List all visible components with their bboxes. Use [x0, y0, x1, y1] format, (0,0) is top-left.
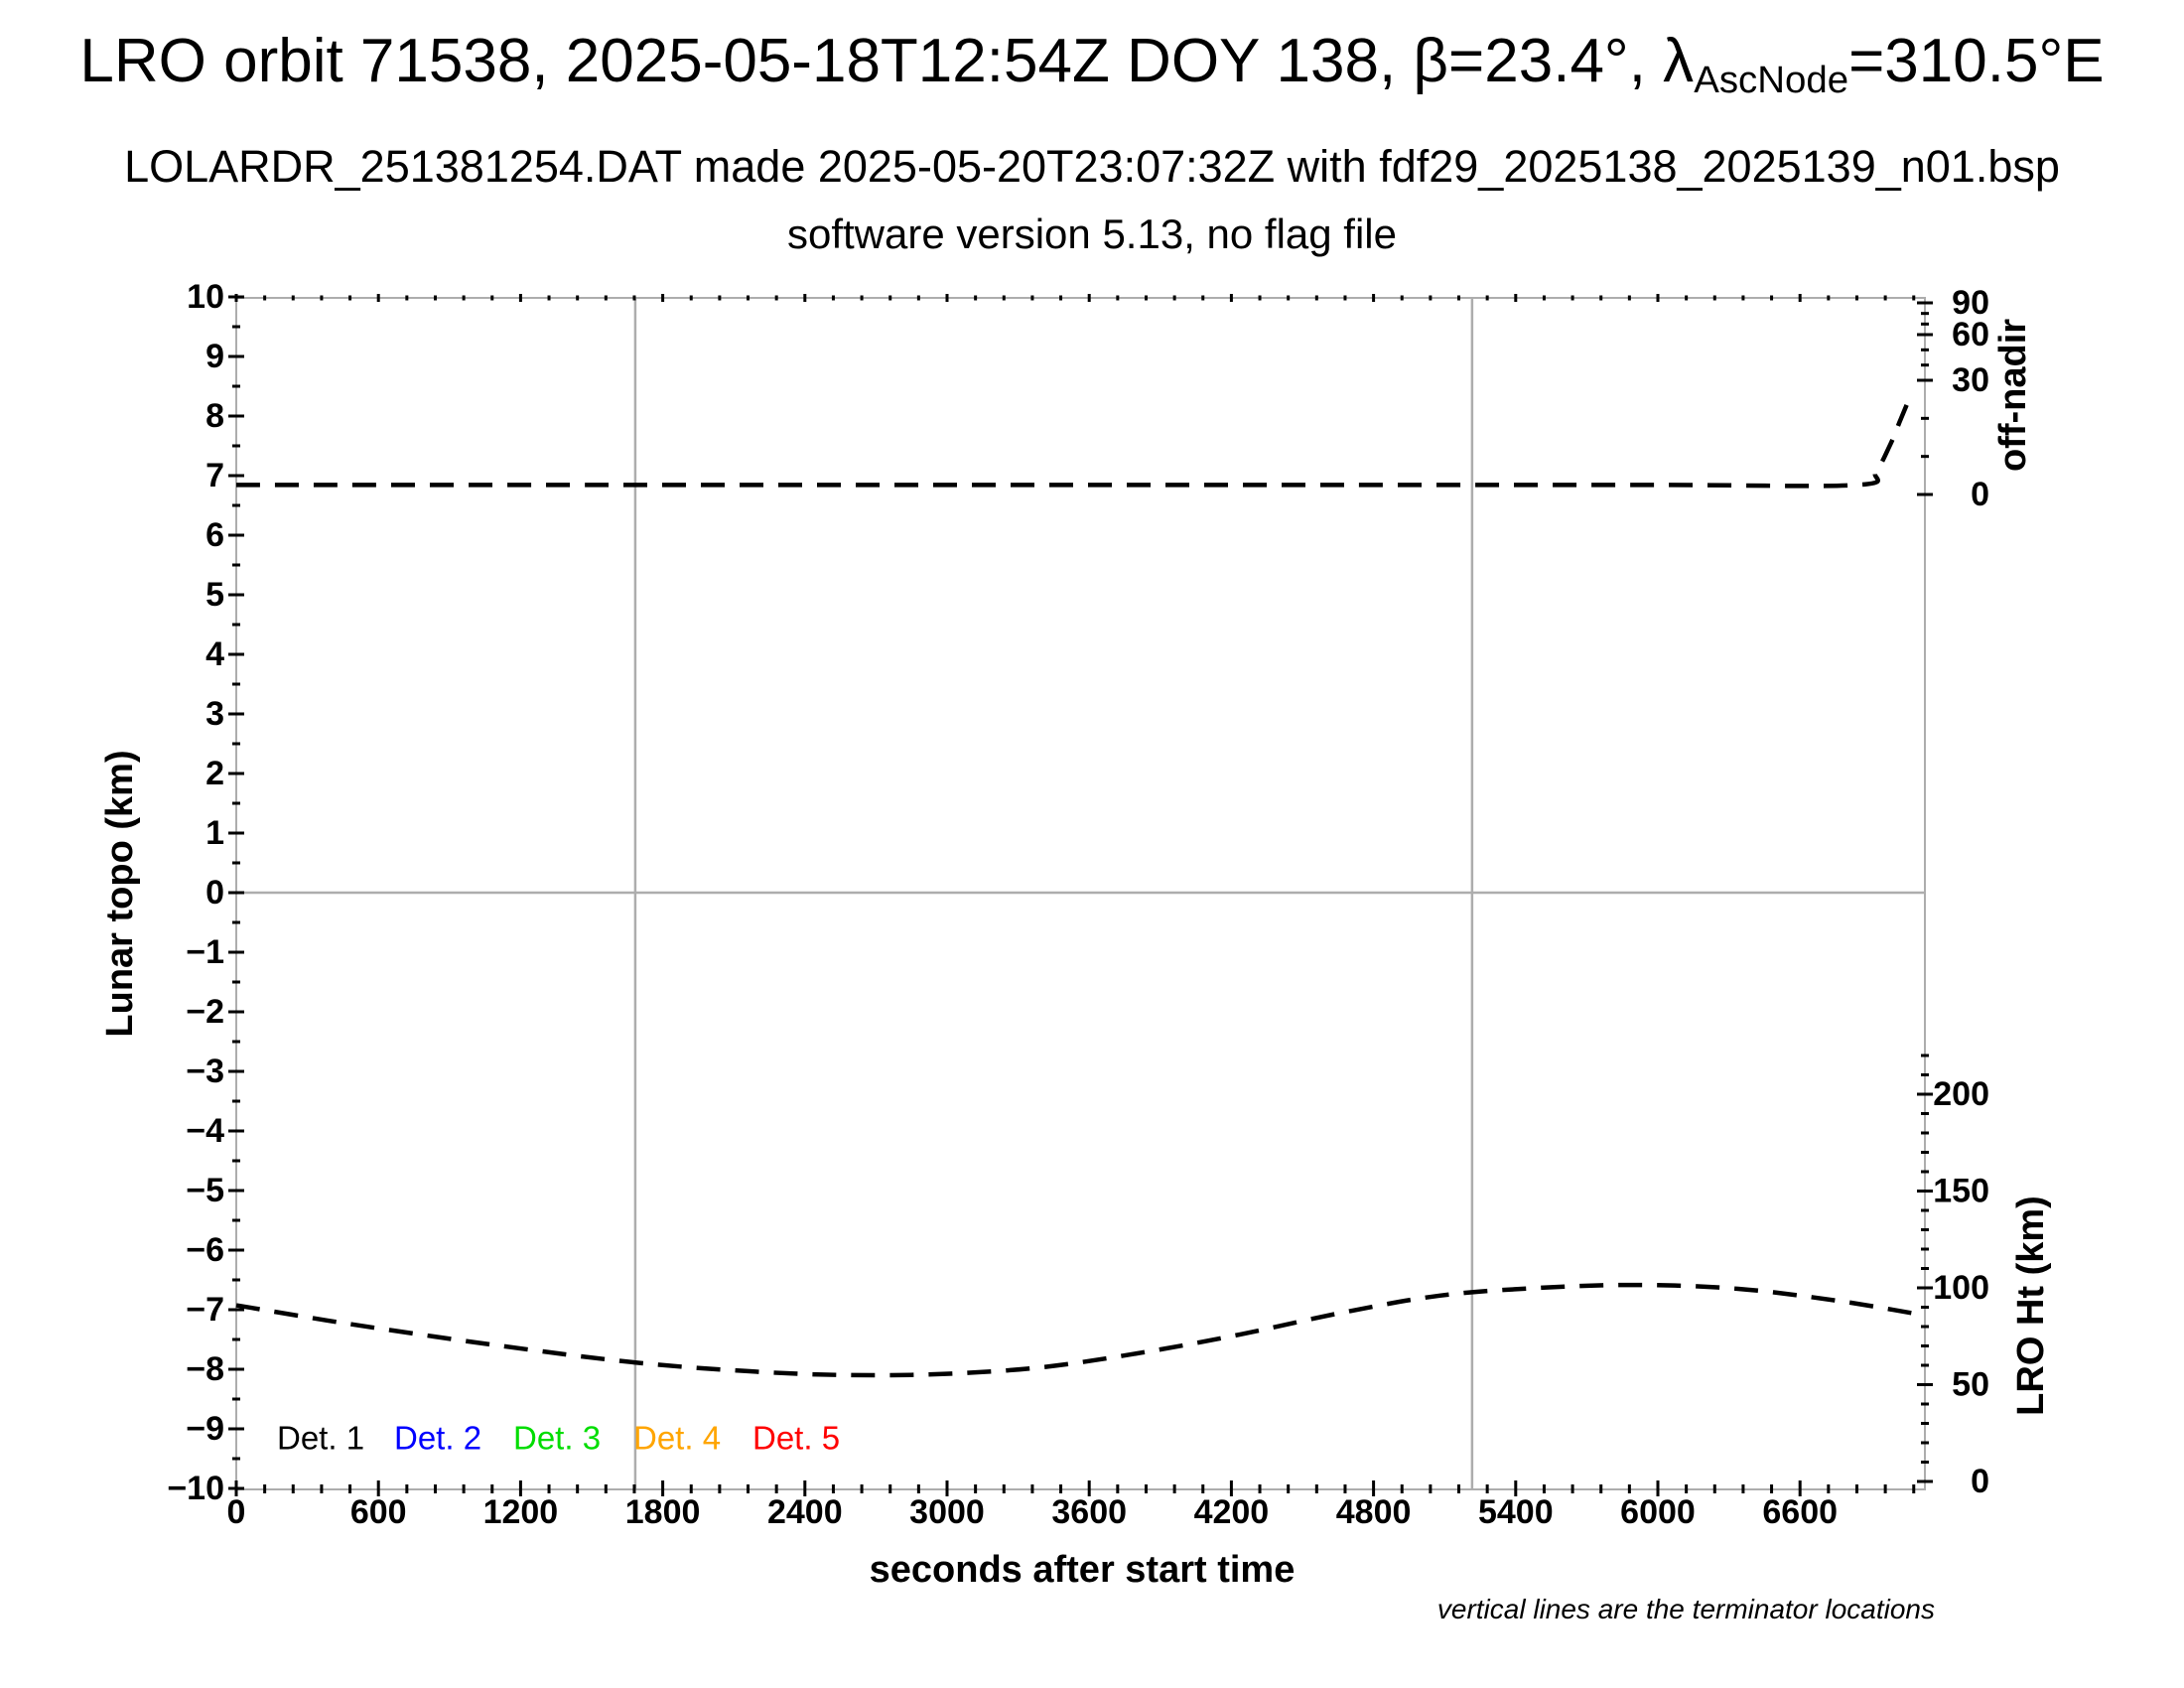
tick-label: −4 [186, 1112, 224, 1150]
legend-item-det-4: Det. 4 [633, 1420, 721, 1457]
tick-label: −7 [186, 1291, 224, 1329]
tick-label: 600 [350, 1493, 407, 1531]
tick-label: −5 [186, 1172, 224, 1209]
tick-label: 5400 [1478, 1493, 1554, 1531]
tick-label: 6 [205, 516, 224, 554]
tick-labels-group: 0 600 1200 1800 2400 3000 3600 4200 4800 5400 6000… [167, 278, 1989, 1531]
tick-label: 3000 [909, 1493, 985, 1531]
tick-label: 2400 [767, 1493, 843, 1531]
tick-label: 1800 [625, 1493, 701, 1531]
gridlines-group [236, 298, 1925, 1489]
legend-item-det-2: Det. 2 [394, 1420, 481, 1457]
tick-label: 1200 [483, 1493, 559, 1531]
tick-label: 60 [1952, 316, 1989, 353]
terminator-footnote: vertical lines are the terminator locati… [1437, 1594, 1935, 1624]
tick-label: 30 [1952, 361, 1989, 399]
tick-label: −6 [186, 1231, 224, 1269]
tick-label: 8 [205, 397, 224, 435]
subtitle-file-info: LOLARDR_251381254.DAT made 2025-05-20T23… [124, 141, 2060, 192]
tick-label: 9 [205, 338, 224, 375]
tick-label: 7 [205, 457, 224, 494]
y-right-bottom-axis-title: LRO Ht (km) [2010, 1196, 2052, 1416]
axis-ticks-group [228, 294, 1933, 1496]
tick-label: 90 [1952, 284, 1989, 322]
tick-label: 100 [1933, 1269, 1989, 1307]
tick-label: 0 [1971, 476, 1989, 513]
page-title: LRO orbit 71538, 2025-05-18T12:54Z DOY 1… [0, 26, 2184, 102]
tick-label: −9 [186, 1410, 224, 1448]
tick-label: 0 [205, 874, 224, 912]
tick-label: 10 [187, 278, 224, 316]
tick-label: 3600 [1051, 1493, 1127, 1531]
subtitle-software-version: software version 5.13, no flag file [786, 211, 1397, 257]
tick-label: −2 [186, 993, 224, 1031]
tick-label: 0 [227, 1493, 246, 1531]
legend-item-det-3: Det. 3 [513, 1420, 601, 1457]
title-main-post: =310.5°E [1848, 27, 2105, 95]
y-left-axis-title: Lunar topo (km) [99, 750, 141, 1037]
tick-label: 200 [1933, 1075, 1989, 1113]
lro-height-curve [235, 1282, 1912, 1378]
tick-label: −1 [186, 933, 224, 971]
y-right-top-axis-title: off-nadir [1992, 319, 2034, 472]
legend-group: Det. 1 Det. 2 Det. 3 Det. 4 Det. 5 [277, 1420, 840, 1457]
tick-label: −3 [186, 1053, 224, 1090]
legend-item-det-5: Det. 5 [752, 1420, 840, 1457]
x-axis-title: seconds after start time [870, 1549, 1296, 1591]
tick-label: 6000 [1620, 1493, 1696, 1531]
tick-label: 3 [205, 695, 224, 733]
legend-item-det-1: Det. 1 [277, 1420, 364, 1457]
tick-label: 2 [205, 755, 224, 792]
tick-label: 4800 [1336, 1493, 1412, 1531]
tick-label: 4 [205, 635, 224, 673]
tick-label: −8 [186, 1350, 224, 1388]
off-nadir-curve [235, 404, 1909, 489]
tick-label: 50 [1952, 1366, 1989, 1404]
tick-label: 6600 [1762, 1493, 1838, 1531]
title-subscript: AscNode [1694, 58, 1849, 101]
title-main-pre: LRO orbit 71538, 2025-05-18T12:54Z DOY 1… [79, 27, 1695, 95]
tick-label: 0 [1971, 1463, 1989, 1500]
data-curves-group [235, 404, 1912, 1378]
tick-label: −10 [167, 1470, 224, 1507]
tick-label: 5 [205, 576, 224, 614]
tick-label: 4200 [1194, 1493, 1270, 1531]
tick-label: 150 [1933, 1173, 1989, 1210]
tick-label: 1 [205, 814, 224, 852]
